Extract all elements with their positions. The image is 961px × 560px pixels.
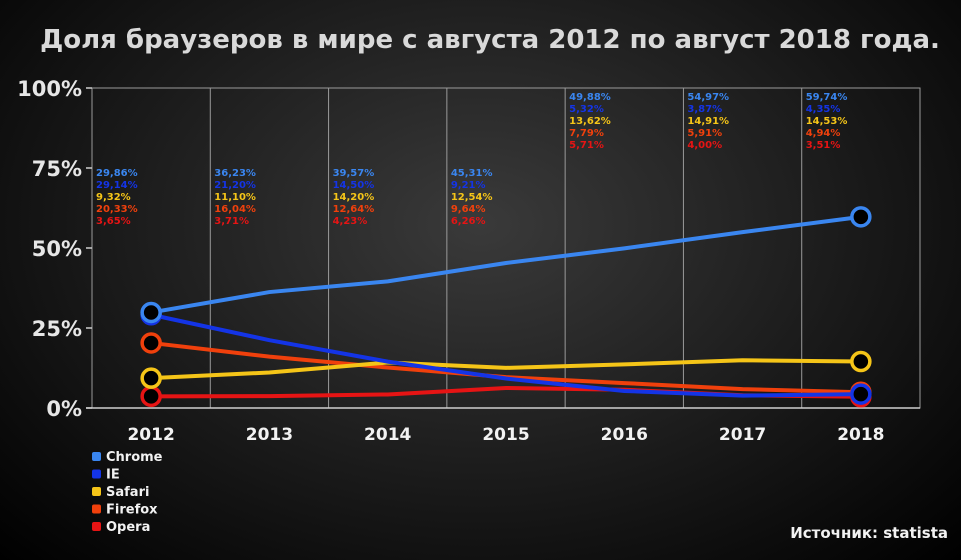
series-line-safari	[149, 358, 863, 381]
y-axis: 0% 25% 50% 75% 100%	[17, 77, 92, 421]
data-label: 14,50%	[333, 180, 375, 191]
legend-label-opera: Opera	[106, 520, 150, 535]
data-label: 45,31%	[451, 168, 493, 179]
data-label: 3,71%	[214, 216, 249, 227]
data-label: 39,57%	[333, 168, 375, 179]
chart-title: Доля браузеров в мире с августа 2012 по …	[40, 25, 940, 55]
data-point-marker	[850, 383, 872, 405]
x-axis: 2012 2013 2014 2015 2016 2017 2018	[127, 425, 884, 445]
data-label: 3,65%	[96, 216, 131, 227]
series-markers	[140, 206, 872, 408]
y-tick-label: 75%	[32, 157, 82, 181]
data-label: 12,64%	[333, 204, 375, 215]
data-label: 6,26%	[451, 216, 486, 227]
data-label: 5,32%	[569, 104, 604, 115]
legend-label-ie: IE	[106, 468, 120, 483]
x-tick-label: 2012	[127, 425, 174, 445]
data-point-marker	[140, 367, 162, 389]
data-label: 14,91%	[687, 116, 729, 127]
data-label: 12,54%	[451, 192, 493, 203]
x-tick-label: 2013	[246, 425, 293, 445]
y-tick-label: 25%	[32, 317, 82, 341]
legend-label-chrome: Chrome	[106, 450, 163, 465]
data-label: 29,14%	[96, 180, 138, 191]
source-note: Источник: statista	[790, 524, 948, 542]
data-label: 4,00%	[687, 140, 722, 151]
chart-grid	[86, 87, 921, 409]
data-label: 5,91%	[687, 128, 722, 139]
data-label: 21,20%	[214, 180, 256, 191]
data-label: 14,53%	[806, 116, 848, 127]
data-label: 3,87%	[687, 104, 722, 115]
x-tick-label: 2015	[482, 425, 529, 445]
series-line-chrome	[149, 214, 863, 315]
data-label: 3,51%	[806, 140, 841, 151]
y-tick-label: 50%	[32, 237, 82, 261]
data-point-marker	[140, 385, 162, 408]
data-label: 54,97%	[687, 92, 729, 103]
data-label: 49,88%	[569, 92, 611, 103]
data-label: 20,33%	[96, 204, 138, 215]
legend-label-firefox: Firefox	[106, 503, 158, 518]
data-label: 59,74%	[806, 92, 848, 103]
data-point-marker	[850, 350, 872, 373]
data-label: 5,71%	[569, 140, 604, 151]
legend-swatch-ie	[92, 469, 101, 479]
series-lines	[149, 214, 863, 399]
data-label: 4,94%	[806, 128, 841, 139]
x-tick-label: 2016	[601, 425, 648, 445]
legend-label-safari: Safari	[106, 485, 149, 500]
data-point-marker	[850, 206, 872, 228]
data-label: 36,23%	[214, 168, 256, 179]
data-label: 9,32%	[96, 192, 131, 203]
data-point-marker	[140, 332, 162, 354]
data-label: 9,64%	[451, 204, 486, 215]
x-tick-label: 2018	[837, 425, 884, 445]
data-label: 11,10%	[214, 192, 256, 203]
data-label: 29,86%	[96, 168, 138, 179]
legend-swatch-firefox	[92, 504, 101, 514]
legend: Chrome IE Safari Firefox Opera	[92, 450, 163, 535]
data-label: 16,04%	[214, 204, 256, 215]
y-tick-label: 100%	[17, 77, 82, 101]
data-label: 14,20%	[333, 192, 375, 203]
data-label: 7,79%	[569, 128, 604, 139]
data-label: 13,62%	[569, 116, 611, 127]
y-tick-label: 0%	[46, 397, 82, 421]
x-tick-label: 2017	[719, 425, 766, 445]
legend-swatch-chrome	[92, 452, 101, 461]
legend-swatch-opera	[92, 522, 101, 531]
data-labels: 29,86%29,14%9,32%20,33%3,65% 36,23%21,20%…	[96, 92, 847, 227]
series-line-ie	[149, 312, 863, 398]
data-label: 9,21%	[451, 180, 486, 191]
data-label: 4,35%	[806, 104, 841, 115]
legend-swatch-safari	[92, 487, 101, 496]
data-label: 4,23%	[333, 216, 368, 227]
data-point-marker	[140, 301, 162, 324]
x-tick-label: 2014	[364, 425, 411, 445]
